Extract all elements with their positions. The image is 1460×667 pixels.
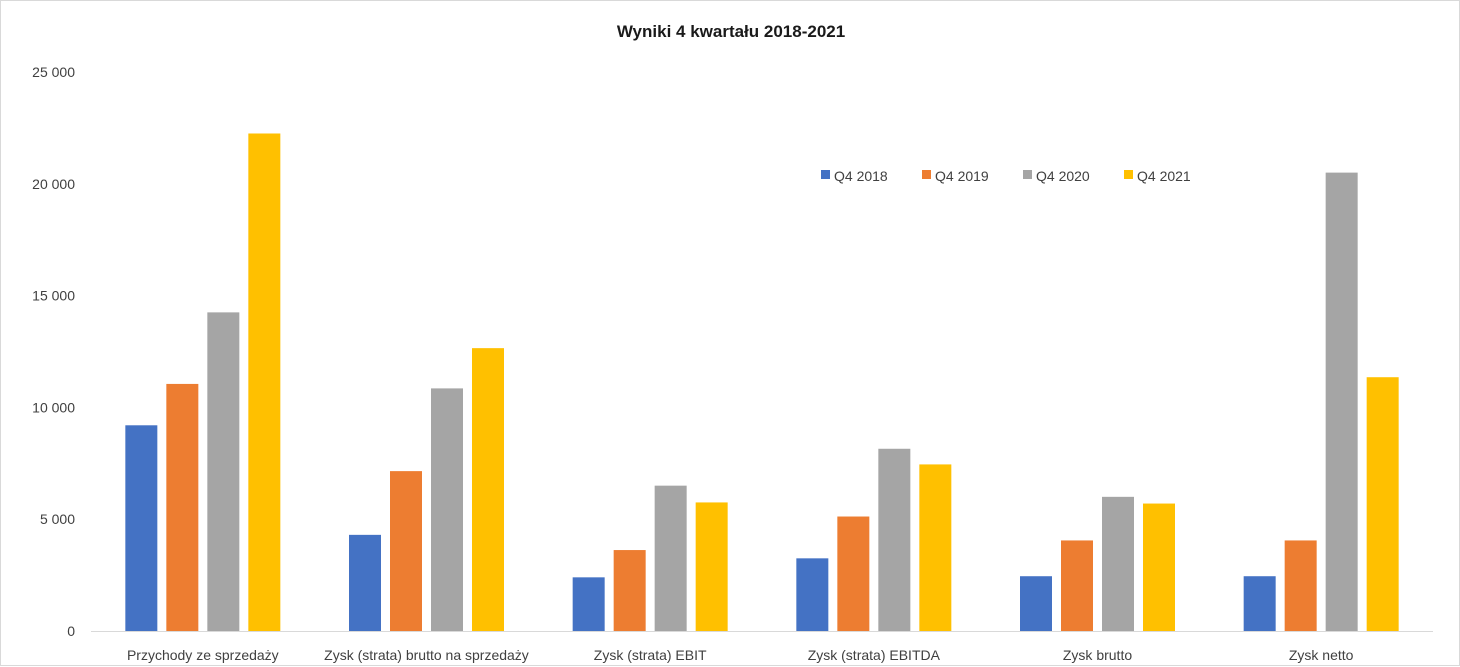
bar xyxy=(1366,377,1399,631)
x-tick-label: Zysk brutto xyxy=(1063,647,1132,663)
y-axis: 0 5 000 10 000 15 000 20 000 25 000 xyxy=(32,64,75,639)
legend-label: Q4 2018 xyxy=(834,168,888,184)
x-tick-label: Przychody ze sprzedaży xyxy=(127,647,279,663)
bar xyxy=(248,133,281,632)
bar xyxy=(1143,503,1175,631)
legend-label: Q4 2020 xyxy=(1036,168,1090,184)
bar xyxy=(1243,576,1276,631)
x-tick-label: Zysk (strata) EBITDA xyxy=(808,647,941,663)
bar xyxy=(796,558,829,631)
legend-swatch xyxy=(922,170,931,179)
legend-label: Q4 2021 xyxy=(1137,168,1191,184)
bar xyxy=(919,464,952,631)
bar xyxy=(1061,540,1093,631)
bar xyxy=(1020,576,1052,631)
bar xyxy=(431,388,463,631)
bar xyxy=(207,312,240,631)
y-tick-label: 0 xyxy=(67,623,75,639)
y-tick-label: 25 000 xyxy=(32,64,75,80)
bars xyxy=(125,133,1399,632)
bar xyxy=(695,502,728,631)
bar xyxy=(878,448,911,631)
bar xyxy=(613,550,646,631)
bar xyxy=(1284,540,1317,631)
legend-swatch xyxy=(821,170,830,179)
bar xyxy=(166,383,199,631)
bar xyxy=(472,348,504,631)
y-tick-label: 5 000 xyxy=(40,511,75,527)
bar xyxy=(654,485,687,631)
bar xyxy=(837,516,870,631)
bar xyxy=(349,534,381,631)
y-tick-label: 20 000 xyxy=(32,176,75,192)
x-tick-label: Zysk netto xyxy=(1289,647,1354,663)
y-tick-label: 15 000 xyxy=(32,288,75,304)
chart-title: Wyniki 4 kwartału 2018-2021 xyxy=(617,22,845,41)
y-tick-label: 10 000 xyxy=(32,399,75,415)
legend-swatch xyxy=(1023,170,1032,179)
legend-label: Q4 2019 xyxy=(935,168,989,184)
bar xyxy=(572,577,605,631)
x-tick-label: Zysk (strata) EBIT xyxy=(594,647,707,663)
x-axis: Przychody ze sprzedaży Zysk (strata) brut… xyxy=(91,631,1433,663)
x-tick-label: Zysk (strata) brutto na sprzedaży xyxy=(324,647,529,663)
bar xyxy=(125,425,158,631)
legend: Q4 2018 Q4 2019 Q4 2020 Q4 2021 xyxy=(821,168,1191,184)
legend-swatch xyxy=(1124,170,1133,179)
bar xyxy=(1325,172,1358,631)
bar xyxy=(390,471,422,631)
bar xyxy=(1102,496,1134,631)
